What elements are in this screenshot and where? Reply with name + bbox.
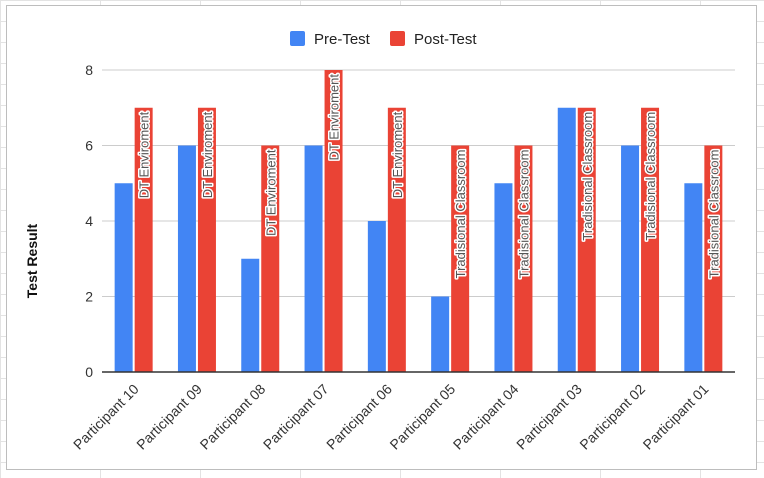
legend-label: Pre-Test [314,31,371,48]
x-tick-label: Participant 07 [260,381,332,453]
x-tick-label: Participant 05 [386,381,458,453]
bar-pre-test [177,145,196,372]
y-tick-label: 0 [85,364,93,380]
bar-data-label: DT Enviroment [327,74,342,161]
bar-data-label: Tradisional Classroom [453,150,468,279]
bar-data-label: Tradisional Classroom [516,150,531,279]
bars [114,70,723,372]
bar-data-label: DT Enviroment [263,149,278,236]
bar-post-test [641,107,660,372]
bar-pre-test [621,145,640,372]
bar-pre-test [431,296,450,372]
bar-data-label: Tradisional Classroom [706,150,721,279]
bar-post-test [324,70,343,372]
y-tick-label: 2 [85,289,93,305]
y-tick-label: 6 [85,138,93,154]
bar-pre-test [494,183,513,372]
bar-labels: DT Enviroment DT Enviroment DT Enviroment D… [135,72,723,280]
x-tick-label: Participant 06 [323,381,395,453]
bar-post-test [704,145,723,372]
y-tick-label: 4 [85,213,93,229]
bar-post-test [261,145,280,372]
bar-pre-test [557,107,576,372]
chart-container: DT Enviroment DT Enviroment DT Enviroment D… [6,5,757,470]
y-tick-label: 8 [85,62,93,78]
legend: Pre-Test Post-Test [290,31,477,48]
legend-swatch [290,31,305,46]
bar-pre-test [304,145,323,372]
x-tick-label: Participant 01 [640,381,712,453]
bar-post-test [197,107,216,372]
y-axis-title: Test Result [24,223,40,298]
gridlines [102,69,735,297]
x-tick-label: Participant 04 [450,381,522,453]
legend-swatch [390,31,405,46]
bar-data-label: DT Enviroment [137,111,152,198]
x-tick-label: Participant 10 [70,381,142,453]
bar-pre-test [114,183,133,372]
bar-pre-test [684,183,703,372]
legend-label: Post-Test [414,31,477,48]
x-tick-label: Participant 09 [133,381,205,453]
bar-post-test [451,145,470,372]
bar-post-test [387,107,406,372]
bar-data-label: Tradisional Classroom [580,112,595,241]
bar-post-test [577,107,596,372]
bar-post-test [134,107,153,372]
bar-post-test [514,145,533,372]
bar-data-label: Tradisional Classroom [643,112,658,241]
bar-data-label: DT Enviroment [200,111,215,198]
x-tick-label: Participant 08 [197,381,269,453]
x-tick-label: Participant 03 [513,381,585,453]
bar-pre-test [367,221,386,372]
bar-chart: DT Enviroment DT Enviroment DT Enviroment D… [24,31,735,453]
bar-data-label: DT Enviroment [390,111,405,198]
x-tick-label: Participant 02 [576,381,648,453]
bar-pre-test [241,258,260,372]
